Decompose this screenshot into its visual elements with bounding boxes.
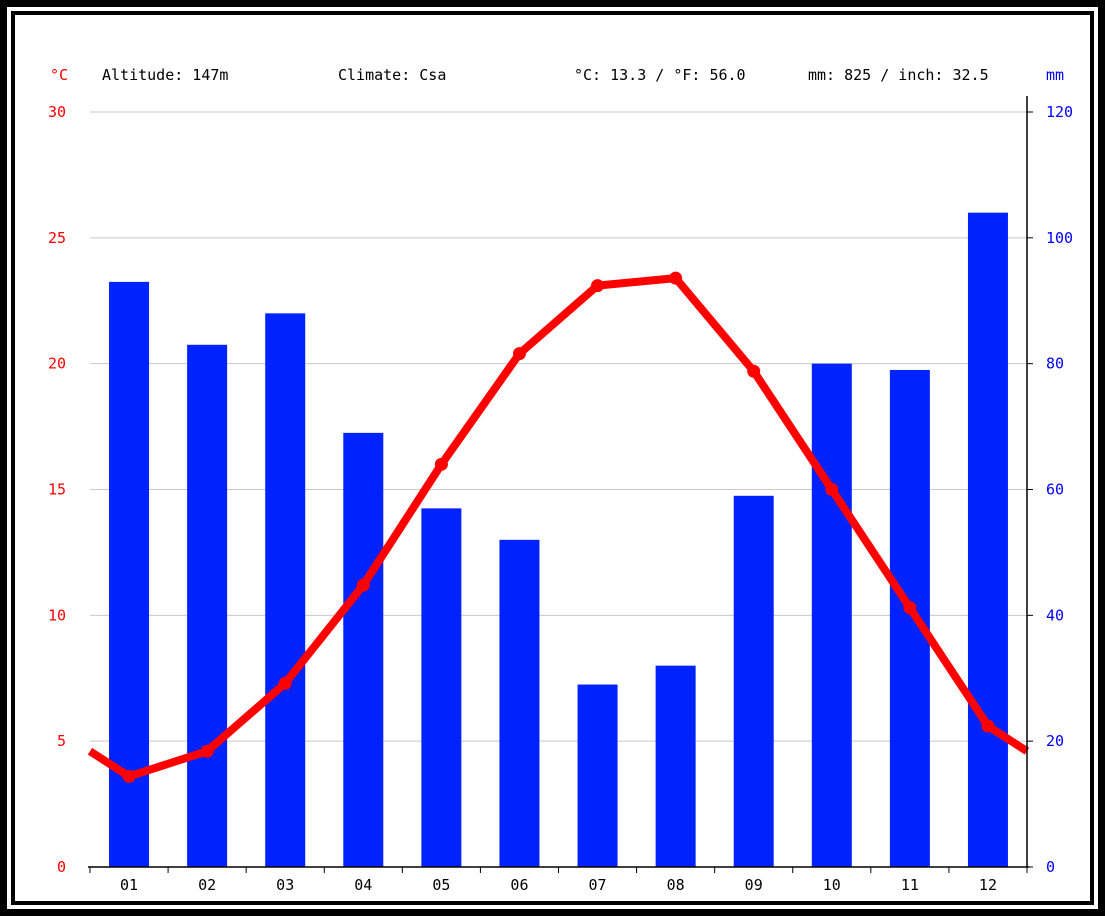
right-tick-label: 100 xyxy=(1046,229,1073,247)
temperature-point-06 xyxy=(512,347,526,361)
left-tick-label: 0 xyxy=(57,858,66,876)
temperature-point-11 xyxy=(903,601,917,615)
temperature-point-07 xyxy=(591,279,605,293)
precipitation-summary: mm: 825 / inch: 32.5 xyxy=(808,66,989,84)
left-tick-label: 20 xyxy=(48,355,66,373)
temperature-point-04 xyxy=(356,578,370,592)
precipitation-bar-04 xyxy=(343,432,384,867)
temperature-point-09 xyxy=(747,364,761,378)
right-tick-label: 0 xyxy=(1046,858,1055,876)
temperature-summary: °C: 13.3 / °F: 56.0 xyxy=(574,66,746,84)
left-tick-label: 30 xyxy=(48,103,66,121)
left-tick-label: 25 xyxy=(48,229,66,247)
temperature-point-02 xyxy=(200,744,214,758)
left-unit-label: °C xyxy=(50,66,68,84)
temperature-line xyxy=(87,271,1030,783)
right-tick-label: 80 xyxy=(1046,355,1064,373)
x-tick-label: 09 xyxy=(745,876,763,894)
x-tick-label: 10 xyxy=(823,876,841,894)
right-tick-label: 40 xyxy=(1046,606,1064,624)
grid-lines xyxy=(90,111,1027,742)
temperature-point-05 xyxy=(434,457,448,471)
precipitation-bar-08 xyxy=(655,665,696,867)
precipitation-bar-11 xyxy=(889,369,930,867)
climate-label: Climate: Csa xyxy=(338,66,446,84)
right-tick-label: 60 xyxy=(1046,481,1064,499)
chart-header: °C Altitude: 147m Climate: Csa °C: 13.3 … xyxy=(50,66,1064,84)
x-tick-label: 06 xyxy=(510,876,528,894)
right-unit-label: mm xyxy=(1046,66,1064,84)
x-tick-label: 11 xyxy=(901,876,919,894)
temperature-point-03 xyxy=(278,676,292,690)
x-tick-label: 03 xyxy=(276,876,294,894)
left-tick-label: 15 xyxy=(48,481,66,499)
precipitation-bar-05 xyxy=(421,508,462,867)
precipitation-bar-06 xyxy=(499,539,540,867)
temperature-point-10 xyxy=(825,483,839,496)
temperature-point-01 xyxy=(122,769,136,783)
precipitation-bar-03 xyxy=(265,313,306,867)
x-tick-label: 02 xyxy=(198,876,216,894)
right-tick-label: 20 xyxy=(1046,732,1064,750)
x-tick-label: 05 xyxy=(432,876,450,894)
altitude-label: Altitude: 147m xyxy=(102,66,228,84)
left-tick-label: 10 xyxy=(48,606,66,624)
precipitation-bar-09 xyxy=(733,495,774,867)
precipitation-bar-10 xyxy=(811,363,852,867)
temperature-line-path xyxy=(87,274,1030,781)
axes xyxy=(88,96,1033,873)
x-tick-label: 12 xyxy=(979,876,997,894)
x-tick-label: 08 xyxy=(667,876,685,894)
precipitation-bar-02 xyxy=(187,344,228,868)
x-tick-label: 04 xyxy=(354,876,372,894)
left-tick-label: 5 xyxy=(57,732,66,750)
x-tick-label: 07 xyxy=(589,876,607,894)
temperature-point-08 xyxy=(669,271,683,285)
right-tick-label: 120 xyxy=(1046,103,1073,121)
precipitation-bar-12 xyxy=(967,212,1008,867)
precipitation-bars xyxy=(109,212,1008,868)
temperature-point-12 xyxy=(981,719,995,733)
precipitation-bar-07 xyxy=(577,684,618,867)
x-tick-label: 01 xyxy=(120,876,138,894)
